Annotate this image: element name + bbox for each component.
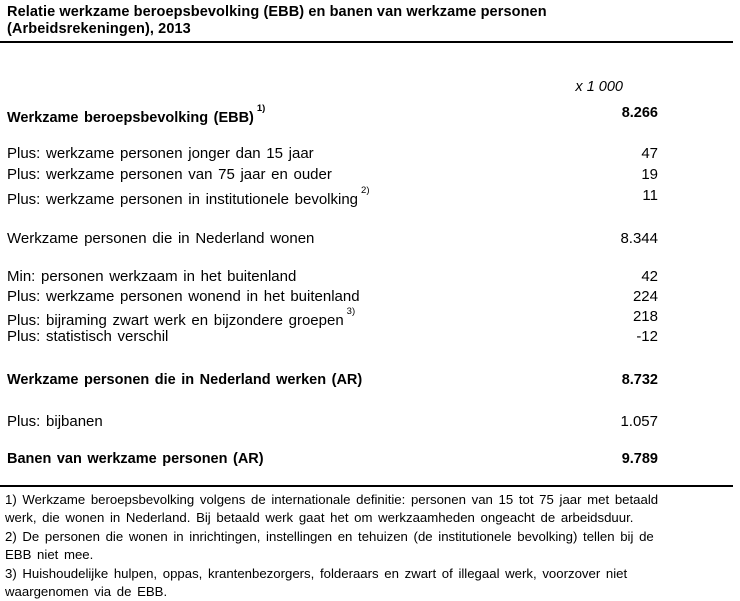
table-row: Plus: werkzame personen wonend in het bu… [7, 286, 658, 307]
row-label: Plus: werkzame personen in institutionel… [7, 191, 359, 208]
row-label: Werkzame personen die in Nederland werke… [7, 372, 363, 388]
table-row: Plus: bijraming zwart werk en bijzondere… [7, 306, 658, 331]
row-value: 11 [642, 187, 658, 204]
footnote-1-line-2: werk, die wonen in Nederland. Bij betaal… [5, 510, 634, 526]
row-label: Plus: werkzame personen wonend in het bu… [7, 288, 360, 305]
row-label: Plus: statistisch verschil [7, 328, 169, 345]
row-label: Banen van werkzame personen (AR) [7, 451, 264, 467]
page-title-line-2: (Arbeidsrekeningen), 2013 [7, 21, 191, 37]
page-title-line-1: Relatie werkzame beroepsbevolking (EBB) … [7, 4, 547, 20]
row-value: 47 [641, 145, 658, 162]
row-label: Plus: bijbanen [7, 413, 103, 430]
table-row: Plus: werkzame personen van 75 jaar en o… [7, 164, 658, 185]
row-value: 19 [641, 166, 658, 183]
table-row: Plus: bijbanen 1.057 [7, 411, 658, 432]
table-row: Plus: statistisch verschil -12 [7, 326, 658, 347]
table-row: Plus: werkzame personen in institutionel… [7, 185, 658, 210]
footnote-2-line-1: 2) De personen die wonen in inrichtingen… [5, 528, 654, 544]
footnote-2-line-2: EBB niet mee. [5, 547, 94, 563]
row-value: 8.344 [620, 230, 658, 247]
row-value: 9.789 [621, 451, 658, 467]
row-value: 218 [632, 308, 658, 325]
row-label: Plus: werkzame personen van 75 jaar en o… [7, 166, 332, 183]
table-header: Relatie werkzame beroepsbevolking (EBB) … [0, 0, 733, 43]
row-value: 8.732 [621, 372, 658, 388]
unit-header: x 1 000 [575, 79, 623, 95]
row-value: 8.266 [621, 105, 658, 121]
row-label: Werkzame personen die in Nederland wonen [7, 230, 315, 247]
footnote-ref-1: 1) [256, 103, 266, 114]
footnotes-section: 1) Werkzame beroepsbevolking volgens de … [0, 485, 733, 601]
table-row: Werkzame personen die in Nederland werke… [7, 370, 658, 391]
row-value: 42 [641, 268, 658, 285]
table-row: Min: personen werkzaam in het buitenland… [7, 266, 658, 287]
row-label: Plus: bijraming zwart werk en bijzondere… [7, 312, 344, 329]
row-value: -12 [636, 328, 658, 345]
table-row: Plus: werkzame personen jonger dan 15 ja… [7, 143, 658, 164]
table-row: Banen van werkzame personen (AR) 9.789 [7, 449, 658, 470]
row-value: 224 [632, 288, 658, 305]
row-label: Plus: werkzame personen jonger dan 15 ja… [7, 145, 314, 162]
row-label: Min: personen werkzaam in het buitenland [7, 268, 297, 285]
footnote-1-line-1: 1) Werkzame beroepsbevolking volgens de … [5, 492, 659, 507]
row-value: 1.057 [620, 413, 658, 430]
table-row: Werkzame beroepsbevolking (EBB)1) 8.266 [7, 103, 658, 129]
footnote-3-line-1: 3) Huishoudelijke hulpen, oppas, kranten… [5, 565, 628, 581]
footnote-ref-3: 3) [346, 306, 356, 317]
footnote-ref-2: 2) [361, 185, 370, 196]
row-label: Werkzame beroepsbevolking (EBB) [7, 109, 254, 126]
table-row: Werkzame personen die in Nederland wonen… [7, 228, 658, 249]
footnote-3-line-2: waargenomen via de EBB. [5, 584, 168, 600]
